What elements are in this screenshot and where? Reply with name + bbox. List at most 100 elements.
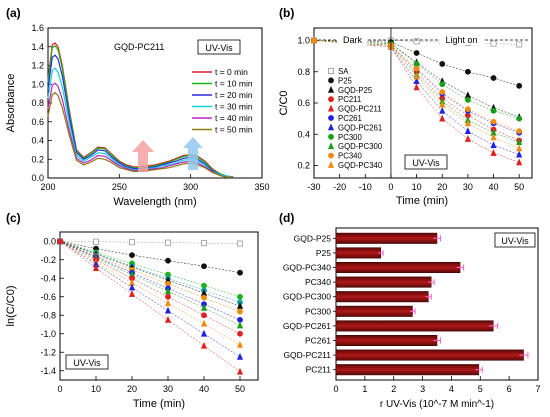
- data-point-b: [439, 81, 446, 88]
- x-tick-label-c: 20: [127, 384, 137, 394]
- y-axis-label-a: Absorbance: [5, 74, 17, 133]
- y-axis-label-c: ln(C/C0): [5, 286, 17, 327]
- annotation-dark: Dark: [343, 35, 363, 45]
- y-tick-label-c: -0.2: [40, 255, 56, 265]
- legend-b: SAP25GQD-P25PC211GQD-PC211PC261GQD-PC261…: [327, 67, 383, 170]
- badge-box-d: [494, 232, 536, 248]
- y-tick-label-a: 1.2: [31, 61, 44, 71]
- data-point-b: [413, 83, 420, 91]
- x-tick-label-c: 0: [57, 384, 62, 394]
- data-point-b: [439, 106, 446, 114]
- bar-d: [335, 364, 480, 376]
- data-point-c: [164, 287, 172, 295]
- fit-line-c: [59, 241, 241, 358]
- y-tick-label-b: 0.6: [297, 98, 310, 108]
- data-point-c: [236, 302, 244, 309]
- panel-label-c: (c): [6, 211, 21, 225]
- legend-marker-b: [328, 133, 334, 140]
- data-point-b: [413, 65, 420, 72]
- series-group-a: [47, 42, 234, 178]
- badge-d: UV-Vis: [501, 236, 529, 246]
- bar-d: [335, 247, 381, 259]
- data-point-b: [439, 89, 446, 95]
- y-tick-label-a: 0.0: [31, 173, 44, 183]
- x-tick-label-d: 6: [507, 384, 512, 394]
- category-label-d: P25: [316, 248, 331, 258]
- y-tick-label-c: -0.6: [40, 292, 56, 302]
- y-tick-label-b: 1.0: [297, 36, 310, 46]
- panel-label-b: (b): [279, 6, 294, 20]
- panel-label-a: (a): [6, 6, 21, 20]
- series-line-a: [47, 82, 234, 178]
- data-point-b: [490, 107, 497, 114]
- category-label-d: PC340: [305, 277, 331, 287]
- bar-d: [335, 334, 438, 347]
- data-point-c: [200, 329, 208, 337]
- data-point-c: [164, 315, 172, 323]
- x-tick-label-a: 250: [112, 182, 127, 192]
- legend-marker-b: [328, 96, 334, 103]
- data-point-b: [516, 115, 523, 122]
- bar-d: [335, 305, 413, 317]
- data-point-c: [56, 237, 64, 245]
- data-point-c: [236, 340, 244, 348]
- dark-label-bg: [337, 33, 368, 45]
- data-point-c: [165, 257, 171, 264]
- x-tick-label-d: 5: [478, 384, 483, 394]
- badge-c: UV-Vis: [73, 358, 101, 368]
- badge-box-c: [65, 354, 109, 370]
- y-tick-label-c: 0.0: [43, 236, 56, 246]
- legend-label-b: GQD-PC300: [338, 142, 383, 151]
- x-tick-label-d: 7: [535, 384, 540, 394]
- chart-b: -30 -20 -10 0 10 20 30 40 50 0.2 0.4 0.6 0.8 1.0 Time…: [278, 27, 533, 207]
- legend-label-b: SA: [338, 67, 349, 76]
- axis-ticks-b: -30 -20 -10 0 10 20 30 40 50 0.2 0.4 0.6 0.8 1.0: [297, 36, 524, 193]
- category-label-d: PC211: [306, 365, 332, 375]
- legend-label-b: PC211: [338, 95, 361, 104]
- legend-label-a: t = 0 min: [215, 67, 248, 77]
- x-tick-label-b: -10: [359, 182, 372, 192]
- inset-title-a: GQD-PC211: [114, 42, 164, 52]
- data-point-c: [92, 264, 100, 271]
- category-label-d: GQD-PC211: [283, 350, 331, 360]
- x-axis-label-d: r UV-Vis (10^-7 M min^-1): [380, 399, 494, 410]
- data-point-b: [464, 127, 471, 135]
- decrease-arrow-icon: [132, 140, 154, 172]
- legend-label-a: t = 20 min: [215, 90, 253, 100]
- data-point-b: [464, 106, 471, 113]
- light-label-bg: [439, 33, 484, 45]
- data-point-c: [236, 321, 244, 329]
- legend-label-b: PC340: [338, 152, 363, 161]
- data-point-b: [310, 36, 318, 44]
- y-tick-label-a: 1.0: [31, 79, 44, 89]
- category-label-d: PC300: [305, 306, 331, 316]
- plot-area-c: [59, 231, 259, 381]
- series-line-a: [47, 44, 234, 178]
- x-tick-label-b: 10: [412, 182, 422, 192]
- bar-d: [335, 320, 494, 332]
- panel-label-d: (d): [279, 211, 294, 225]
- data-point-c: [237, 269, 243, 276]
- x-tick-label-c: 30: [163, 384, 173, 394]
- legend-label-b: GQD-P25: [338, 86, 373, 95]
- bar-d: [335, 261, 461, 274]
- data-point-c: [128, 290, 136, 297]
- badge-box-b: [404, 154, 448, 170]
- fit-line-c: [59, 241, 241, 321]
- y-tick-label-c: -0.8: [40, 310, 56, 320]
- category-label-d: PC261: [305, 336, 331, 346]
- chart-c: 0 10 20 30 40 50 0.0 -0.2 -0.4 -0.6 -0.8 -1.0 -1.2 -1…: [5, 231, 259, 410]
- bar-d: [335, 349, 524, 361]
- y-tick-label-b: 0.4: [297, 129, 310, 139]
- series-group-c: [56, 237, 244, 375]
- bars-d: [335, 232, 529, 376]
- data-point-c: [200, 303, 208, 311]
- peak-arrow-icon: [183, 137, 203, 170]
- category-label-d: GQD-PC340: [283, 263, 331, 273]
- legend-label-b: P25: [338, 76, 353, 85]
- legend-marker-b: [327, 104, 335, 112]
- data-point-c: [237, 293, 243, 300]
- legend-marker-b: [328, 152, 334, 159]
- legend-label-b: GQD-PC211: [338, 105, 382, 114]
- x-tick-label-b: -20: [333, 182, 346, 192]
